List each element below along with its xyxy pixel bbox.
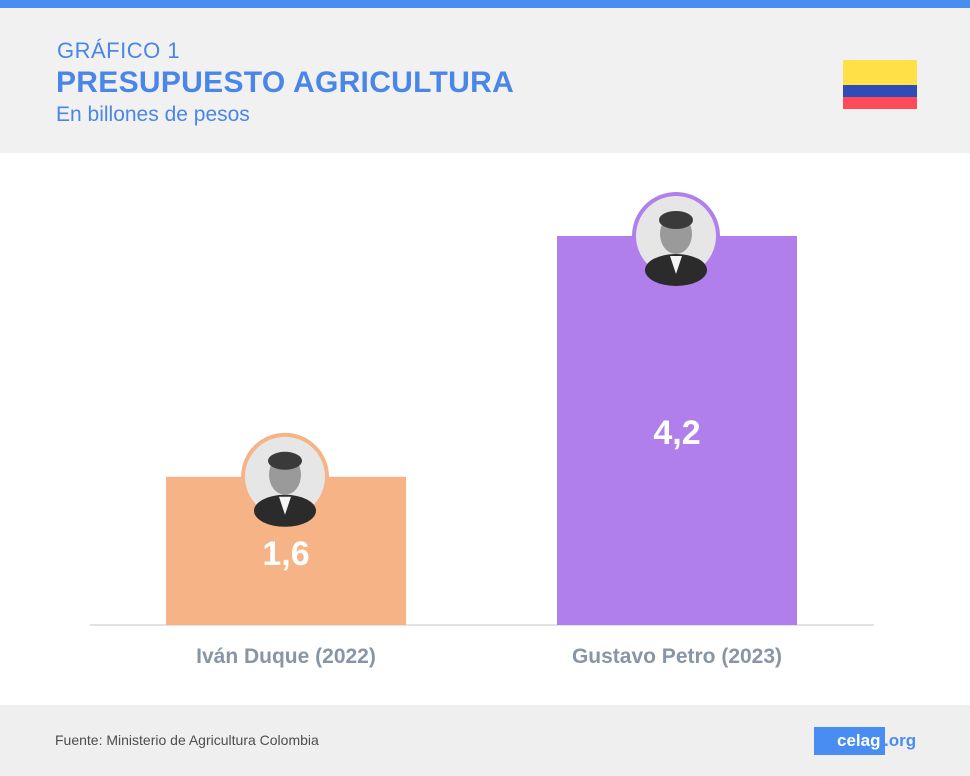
portrait-icon-2 [632, 192, 720, 286]
portrait-collar [670, 256, 682, 274]
top-accent-stripe [0, 0, 970, 8]
portrait-hair [659, 211, 693, 229]
celag-logo-box [814, 727, 885, 755]
celag-logo-text: celag [837, 731, 881, 750]
category-label-1: Iván Duque (2022) [196, 645, 376, 668]
flag-stripe-yellow [843, 60, 917, 85]
value-label-1: 1,6 [262, 535, 309, 573]
celag-logo-suffix: .org [884, 731, 917, 750]
bar-2 [557, 236, 797, 625]
value-label-2: 4,2 [653, 414, 700, 452]
chart-subtitle: En billones de pesos [56, 103, 250, 126]
portrait-icon-1 [241, 432, 329, 527]
category-label-2: Gustavo Petro (2023) [572, 645, 782, 668]
footer: Fuente: Ministerio de Agricultura Colomb… [0, 705, 970, 776]
source-note: Fuente: Ministerio de Agricultura Colomb… [55, 732, 319, 748]
flag-stripe-blue [843, 85, 917, 97]
chart-number-label: GRÁFICO 1 [57, 38, 181, 63]
colombia-flag-icon [843, 60, 917, 109]
portrait-collar [279, 496, 291, 515]
header: GRÁFICO 1 PRESUPUESTO AGRICULTURA En bil… [0, 8, 970, 153]
bar-chart: 1,6 Iván Duque (2022) 4,2 Gustavo Petro (20… [90, 192, 874, 668]
flag-stripe-red [843, 97, 917, 109]
portrait-hair [268, 451, 302, 470]
chart-title: PRESUPUESTO AGRICULTURA [56, 66, 515, 99]
